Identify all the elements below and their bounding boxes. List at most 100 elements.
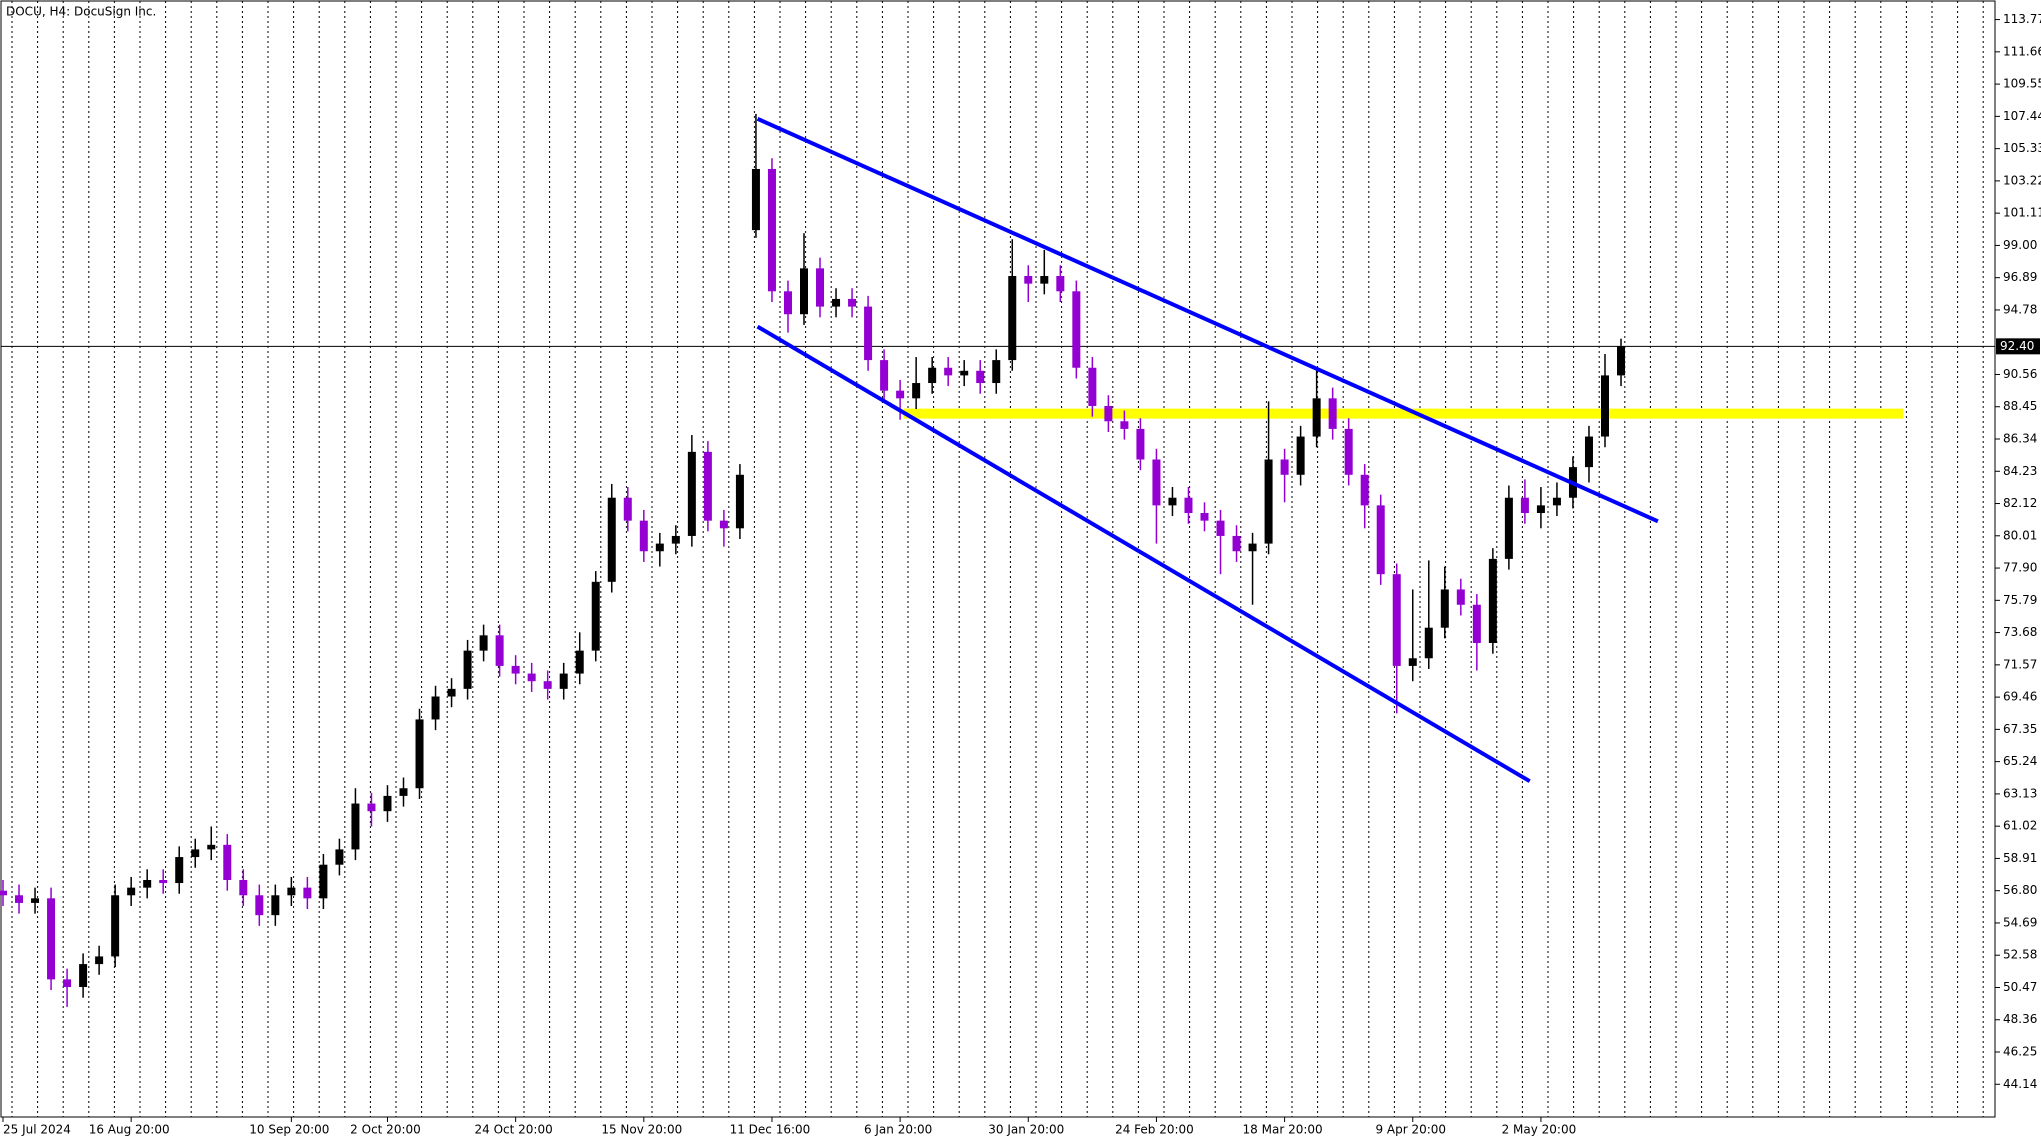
y-tick-label: 65.24 bbox=[2003, 754, 2037, 768]
plot-frame bbox=[0, 0, 1996, 1118]
candle-body bbox=[1200, 513, 1209, 521]
candle-body bbox=[1360, 474, 1369, 506]
candle-body bbox=[928, 367, 937, 384]
candle-body bbox=[655, 543, 664, 552]
candle-body bbox=[832, 298, 841, 307]
candle-body bbox=[191, 849, 200, 858]
x-tick-label: 2 May 20:00 bbox=[1502, 1123, 1577, 1137]
y-tick-label: 107.44 bbox=[2003, 109, 2041, 123]
candle-body bbox=[896, 390, 905, 399]
candle-body bbox=[527, 673, 536, 682]
candle-body bbox=[735, 474, 744, 529]
y-tick-label: 80.01 bbox=[2003, 528, 2037, 542]
candle-body bbox=[1104, 405, 1113, 422]
y-tick-label: 90.56 bbox=[2003, 367, 2037, 381]
candle-body bbox=[511, 665, 520, 674]
candle-body bbox=[431, 696, 440, 720]
x-tick-label: 24 Feb 20:00 bbox=[1115, 1123, 1194, 1137]
candle-body bbox=[47, 898, 56, 980]
candle-body bbox=[1248, 543, 1257, 552]
y-tick-label: 54.69 bbox=[2003, 915, 2037, 929]
candle-body bbox=[495, 635, 504, 666]
y-tick-label: 73.68 bbox=[2003, 625, 2037, 639]
candle-body bbox=[31, 898, 40, 903]
candle-body bbox=[1152, 459, 1161, 506]
y-tick-label: 44.14 bbox=[2003, 1077, 2037, 1091]
y-tick-label: 61.02 bbox=[2003, 819, 2037, 833]
candle-body bbox=[1184, 497, 1193, 514]
y-tick-label: 99.00 bbox=[2003, 238, 2037, 252]
y-tick-label: 94.78 bbox=[2003, 302, 2037, 316]
candle-body bbox=[1584, 436, 1593, 468]
y-tick-label: 86.34 bbox=[2003, 432, 2037, 446]
y-tick-label: 50.47 bbox=[2003, 980, 2037, 994]
candle-body bbox=[783, 291, 792, 315]
candle-body bbox=[1232, 535, 1241, 552]
y-tick-label: 109.55 bbox=[2003, 77, 2041, 91]
y-tick-label: 58.91 bbox=[2003, 851, 2037, 865]
candle-body bbox=[399, 788, 408, 796]
candle-body bbox=[95, 956, 104, 965]
candle-body bbox=[335, 849, 344, 865]
y-tick-label: 46.25 bbox=[2003, 1045, 2037, 1059]
candle-body bbox=[1296, 436, 1305, 475]
candle-body bbox=[447, 688, 456, 697]
x-tick-label: 2 Oct 20:00 bbox=[350, 1123, 421, 1137]
candle-body bbox=[575, 650, 584, 674]
x-tick-label: 15 Nov 20:00 bbox=[601, 1123, 682, 1137]
chart-title: DOCU, H4: DocuSign Inc. bbox=[6, 5, 156, 19]
y-tick-label: 105.33 bbox=[2003, 141, 2041, 155]
candle-body bbox=[175, 857, 184, 884]
current-price-label: 92.40 bbox=[2000, 339, 2034, 353]
candle-body bbox=[800, 268, 808, 315]
y-tick-label: 69.46 bbox=[2003, 690, 2037, 704]
candle-body bbox=[1136, 428, 1145, 460]
y-tick-label: 48.36 bbox=[2003, 1012, 2037, 1026]
candle-body bbox=[1520, 497, 1529, 514]
y-tick-label: 52.58 bbox=[2003, 948, 2037, 962]
candle-body bbox=[992, 360, 1001, 384]
candle-body bbox=[111, 895, 120, 957]
candle-body bbox=[767, 168, 776, 292]
candle-body bbox=[159, 879, 168, 884]
candle-body bbox=[960, 370, 969, 376]
candle-body bbox=[1504, 497, 1513, 559]
candle-body bbox=[912, 383, 921, 399]
trend-line bbox=[756, 116, 1659, 524]
candle-body bbox=[1008, 276, 1017, 361]
candle-body bbox=[479, 635, 488, 651]
candle-body bbox=[591, 581, 600, 651]
candle-body bbox=[1040, 276, 1049, 284]
candle-body bbox=[15, 895, 24, 903]
y-tick-label: 103.22 bbox=[2003, 173, 2041, 187]
candle-body bbox=[255, 895, 264, 916]
trend-line bbox=[756, 324, 1531, 783]
x-tick-label: 30 Jan 20:00 bbox=[988, 1123, 1064, 1137]
candle-body bbox=[127, 887, 136, 896]
candle-body bbox=[1408, 658, 1417, 666]
candle-body bbox=[239, 879, 248, 896]
candle-body bbox=[1328, 398, 1337, 429]
candle-body bbox=[1312, 398, 1321, 437]
candle-body bbox=[207, 844, 216, 850]
x-tick-label: 16 Aug 20:00 bbox=[89, 1123, 170, 1137]
candle-body bbox=[848, 298, 857, 307]
candle-body bbox=[1536, 505, 1545, 514]
candle-body bbox=[1088, 367, 1097, 406]
candle-body bbox=[607, 497, 616, 582]
candle-body bbox=[319, 864, 328, 899]
candle-body bbox=[1344, 428, 1353, 475]
y-tick-label: 84.23 bbox=[2003, 464, 2037, 478]
y-tick-label: 71.57 bbox=[2003, 657, 2037, 671]
candle-body bbox=[751, 168, 760, 231]
x-tick-label: 25 Jul 2024 bbox=[3, 1123, 71, 1137]
candle-body bbox=[1024, 276, 1033, 284]
y-tick-label: 113.77 bbox=[2003, 12, 2041, 26]
x-tick-label: 18 Mar 20:00 bbox=[1243, 1123, 1323, 1137]
candle-body bbox=[63, 979, 72, 988]
candle-body bbox=[79, 964, 88, 988]
candle-body bbox=[671, 535, 680, 544]
candle-body bbox=[143, 879, 152, 888]
